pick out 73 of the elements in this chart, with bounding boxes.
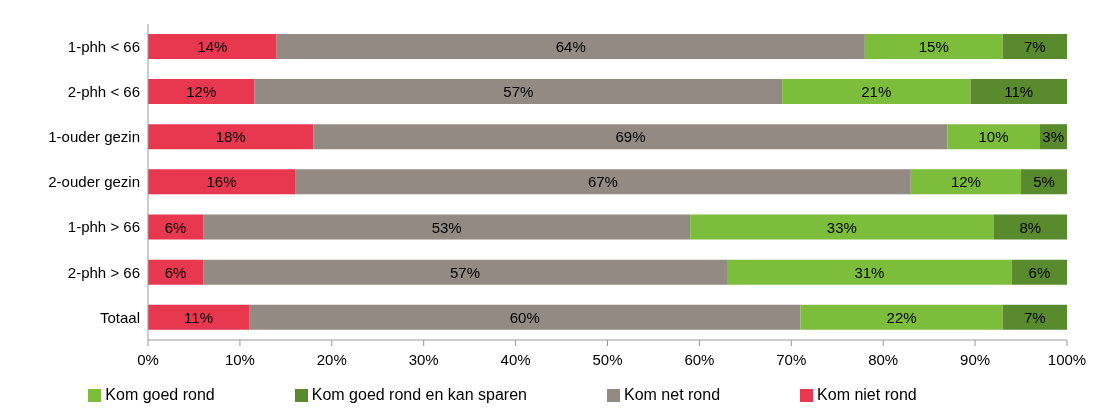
bar <box>947 124 1040 150</box>
bar <box>148 79 255 105</box>
x-tick-label: 0% <box>137 350 159 368</box>
data-label: 7% <box>1023 308 1046 326</box>
x-tick-label: 20% <box>316 350 347 368</box>
x-tick-label: 10% <box>224 350 255 368</box>
bar <box>970 79 1067 105</box>
bar <box>148 124 314 150</box>
y-tick-label: 1-phh > 66 <box>67 218 140 236</box>
x-tick-label: 40% <box>500 350 531 368</box>
bar <box>800 304 1003 330</box>
bar <box>313 124 948 150</box>
data-label: 11% <box>184 308 214 326</box>
y-tick-label: 1-phh < 66 <box>67 37 140 55</box>
data-label: 57% <box>450 263 481 281</box>
data-label: 16% <box>206 173 237 191</box>
data-label: 22% <box>886 308 917 326</box>
x-tick-label: 60% <box>684 350 715 368</box>
x-tick-label: 50% <box>592 350 623 368</box>
data-label: 14% <box>197 37 228 55</box>
legend-label: Kom net rond <box>624 386 721 403</box>
data-label: 7% <box>1023 37 1046 55</box>
bar <box>782 79 971 105</box>
legend-label: Kom niet rond <box>817 386 917 403</box>
x-tick-label: 90% <box>960 350 991 368</box>
y-tick-label: 2-phh > 66 <box>67 263 140 281</box>
y-tick-label: 1-ouder gezin <box>48 128 140 146</box>
data-label: 11% <box>1004 83 1034 101</box>
data-label: 33% <box>826 218 857 236</box>
bar <box>148 33 277 59</box>
bar <box>254 79 783 105</box>
data-label: 12% <box>950 173 981 191</box>
bar <box>148 169 296 195</box>
bar <box>690 214 994 240</box>
data-label: 15% <box>918 37 949 55</box>
data-label: 6% <box>1028 263 1051 281</box>
legend-label: Kom goed rond en kan sparen <box>311 386 527 403</box>
bar <box>276 33 865 59</box>
bar <box>726 259 1012 285</box>
data-label: 8% <box>1019 218 1042 236</box>
y-tick-label: 2-ouder gezin <box>48 173 140 191</box>
bar <box>910 169 1022 195</box>
data-label: 21% <box>861 83 892 101</box>
bar <box>1002 33 1067 59</box>
data-label: 18% <box>215 128 246 146</box>
bar <box>295 169 911 195</box>
bar <box>993 214 1067 240</box>
x-tick-label: 80% <box>868 350 899 368</box>
data-label: 31% <box>854 263 885 281</box>
y-tick-label: Totaal <box>99 308 140 326</box>
data-label: 57% <box>503 83 534 101</box>
data-label: 60% <box>509 308 540 326</box>
bar <box>203 214 691 240</box>
bar <box>1002 304 1067 330</box>
data-label: 3% <box>1042 128 1065 146</box>
legend-label: Kom goed rond <box>105 386 215 403</box>
data-label: 6% <box>164 218 187 236</box>
data-label: 5% <box>1033 173 1055 191</box>
bar <box>148 304 250 330</box>
x-tick-label: 100% <box>1047 350 1087 368</box>
bar <box>203 259 727 285</box>
y-tick-label: 2-phh < 66 <box>67 83 140 101</box>
data-label: 64% <box>555 37 586 55</box>
data-label: 12% <box>186 83 217 101</box>
data-label: 67% <box>587 173 618 191</box>
x-tick-label: 70% <box>776 350 807 368</box>
x-tick-label: 30% <box>408 350 439 368</box>
data-label: 53% <box>431 218 462 236</box>
bar <box>864 33 1003 59</box>
data-label: 10% <box>978 128 1009 146</box>
bar <box>249 304 801 330</box>
data-label: 6% <box>164 263 187 281</box>
data-label: 69% <box>615 128 646 146</box>
